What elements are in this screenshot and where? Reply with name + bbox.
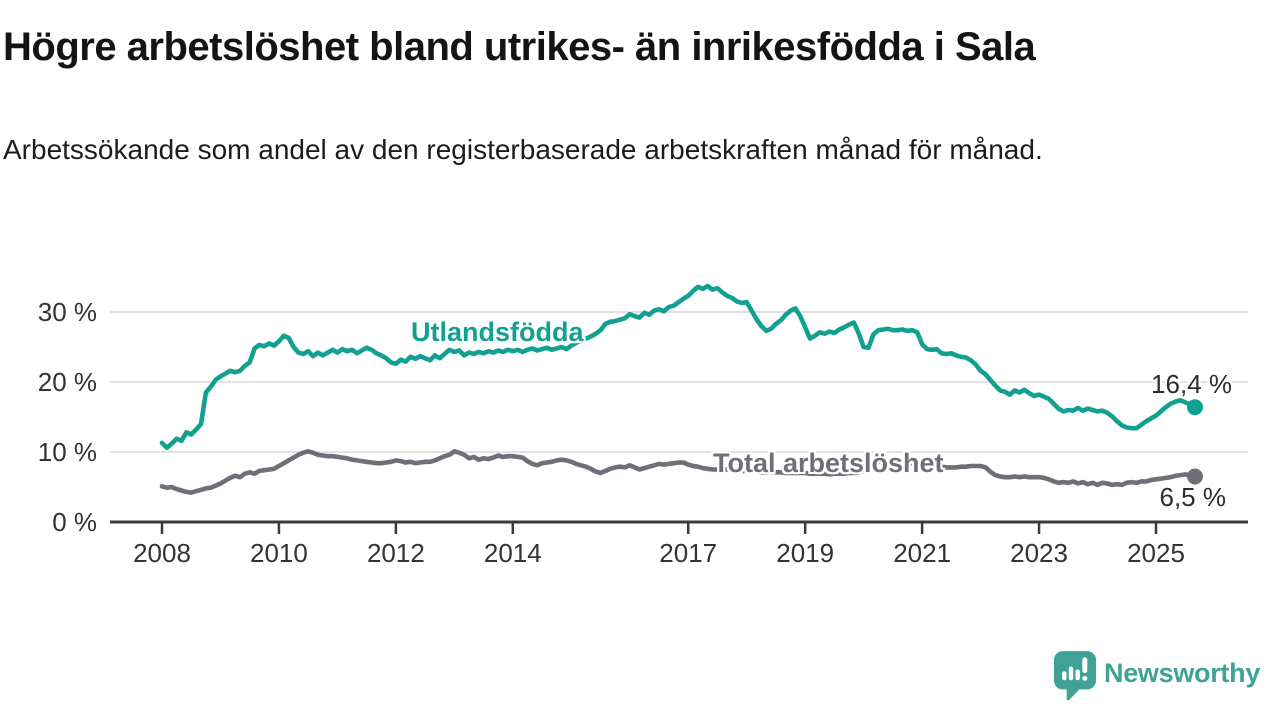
x-tick-label: 2019 [776, 538, 834, 568]
series-label-total-arbetsloshet: Total arbetslöshet [713, 448, 944, 478]
end-value-label-total: 6,5 % [1159, 482, 1227, 512]
newsworthy-logo-text: Newsworthy [1104, 658, 1261, 688]
x-tick-label: 2008 [133, 538, 191, 568]
x-tick-label: 2025 [1127, 538, 1185, 568]
x-tick-label: 2010 [250, 538, 308, 568]
x-tick-label: 2017 [659, 538, 717, 568]
x-tick-label: 2012 [367, 538, 425, 568]
series-end-dot-total [1186, 468, 1203, 485]
y-tick-label: 10 % [38, 437, 97, 467]
series-line-total [159, 448, 1198, 495]
y-tick-label: 20 % [38, 367, 97, 397]
end-value-label-utlandsfodda: 16,4 % [1151, 369, 1232, 399]
series-line-utlandsfodda [159, 283, 1198, 451]
newsworthy-logo: Newsworthy [1054, 651, 1260, 701]
chart-subtitle: Arbetssökande som andel av den registerb… [3, 134, 1043, 165]
x-tick-label: 2014 [484, 538, 542, 568]
x-tick-label: 2023 [1010, 538, 1068, 568]
y-tick-label: 0 % [52, 507, 97, 537]
series-end-dot-utlandsfodda [1186, 399, 1203, 416]
y-tick-label: 30 % [38, 297, 97, 327]
newsworthy-logo-icon [1054, 651, 1096, 701]
x-tick-label: 2021 [893, 538, 951, 568]
series-label-utlandsfodda: Utlandsfödda [411, 317, 584, 347]
page-title: Högre arbetslöshet bland utrikes- än inr… [3, 25, 1036, 69]
